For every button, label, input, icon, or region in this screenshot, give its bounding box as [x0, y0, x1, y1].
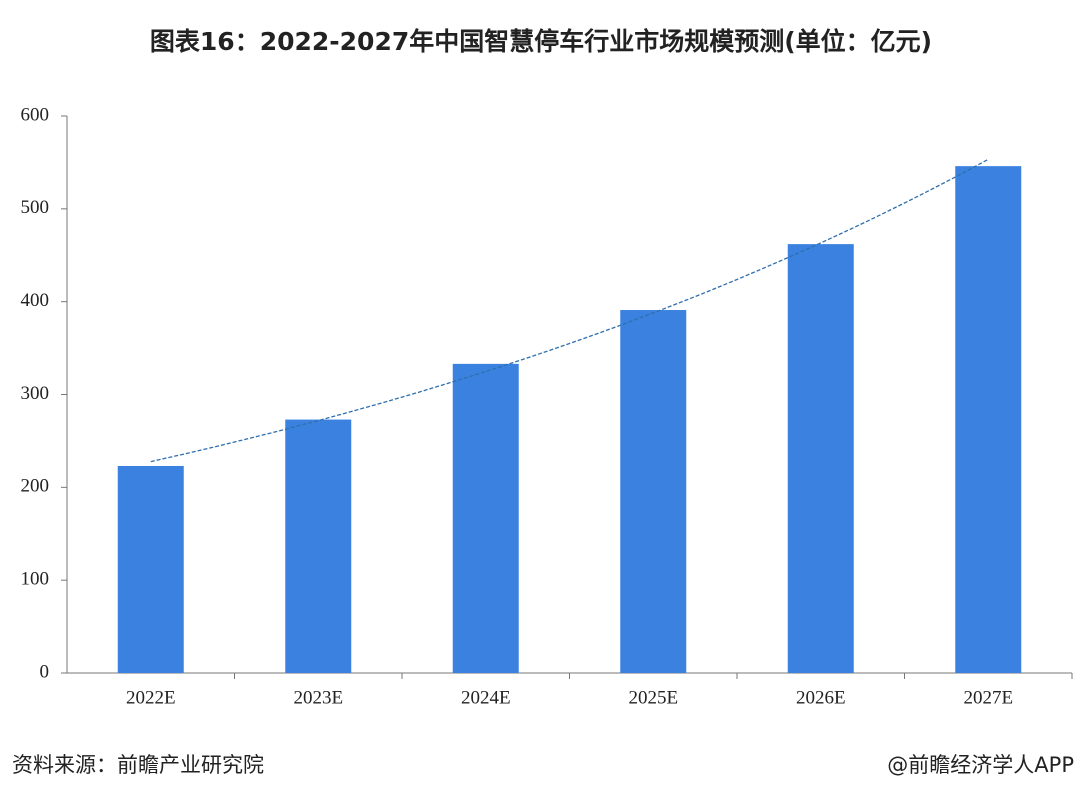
bar [285, 419, 352, 673]
bar [620, 310, 687, 673]
bar [452, 363, 519, 673]
chart-title: 图表16：2022-2027年中国智慧停车行业市场规模预测(单位：亿元) [150, 27, 932, 56]
y-tick-label: 0 [40, 661, 50, 682]
y-tick-label: 100 [21, 569, 50, 590]
bar [787, 244, 854, 674]
y-tick-label: 500 [21, 197, 50, 218]
credit: @前瞻经济学人APP [887, 753, 1074, 777]
source: 资料来源：前瞻产业研究院 [12, 753, 264, 777]
trendline [150, 158, 989, 463]
x-tick-label: 2023E [293, 687, 343, 708]
bar [117, 465, 184, 673]
x-tick-label: 2024E [461, 687, 511, 708]
bar [955, 166, 1022, 673]
y-tick-label: 400 [21, 290, 50, 311]
x-tick-label: 2027E [963, 687, 1013, 708]
y-tick-label: 200 [21, 476, 50, 497]
y-tick-label: 300 [21, 383, 50, 404]
x-tick-label: 2026E [796, 687, 846, 708]
x-tick-label: 2022E [126, 687, 176, 708]
x-tick-label: 2025E [628, 687, 678, 708]
y-tick-label: 600 [21, 104, 50, 125]
